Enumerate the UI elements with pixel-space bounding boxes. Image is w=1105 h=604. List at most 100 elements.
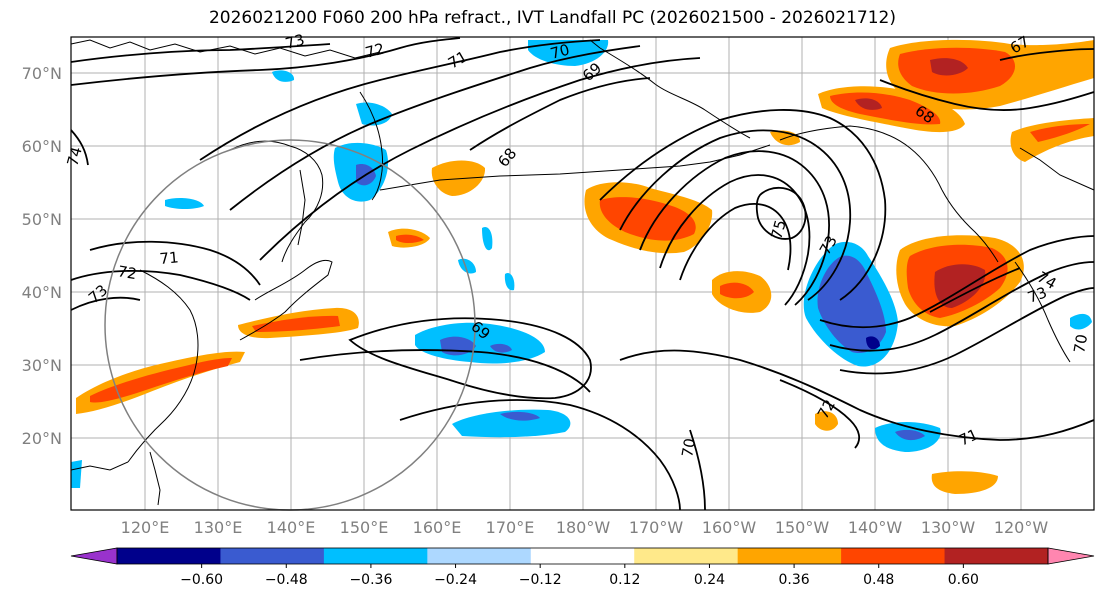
anomaly-patch-ne-blue-dark	[866, 336, 880, 350]
lat-label: 30°N	[22, 356, 62, 375]
contour-ne-68	[879, 79, 1095, 111]
lon-label: 160°W	[702, 518, 757, 537]
colorbar-tick-label: 0.48	[863, 572, 894, 588]
latitude-axis: 70°N 60°N 50°N 40°N 30°N 20°N	[22, 64, 62, 448]
contour-label: 72	[116, 262, 138, 283]
contour-sub-70	[689, 429, 706, 511]
lat-label: 50°N	[22, 210, 62, 229]
anomaly-patch-south-pacific	[452, 409, 571, 438]
colorbar-bin	[841, 548, 946, 564]
contour-ridge-east-3	[839, 287, 1095, 375]
colorbar-tick-label: 0.60	[948, 572, 979, 588]
contour-label: 72	[363, 40, 386, 62]
contour-73-north	[70, 43, 331, 63]
colorbar-extend-min	[70, 547, 118, 565]
colorbar-bin	[634, 548, 739, 564]
anomaly-patch-dateline-core	[599, 197, 696, 241]
anomaly-patch-ne-red-dark	[934, 264, 986, 308]
anomaly-patch-japan-band-core	[90, 358, 232, 403]
colorbar: −0.60 −0.48 −0.36 −0.24 −0.12 0.12 0.24 0.36 0.4…	[70, 547, 1095, 588]
contour-sub-71	[619, 349, 1095, 441]
anomaly-patch-yukon-dark	[930, 58, 968, 76]
coast-philippines	[149, 451, 161, 506]
contour-label: 70	[548, 41, 571, 63]
lon-label: 140°W	[848, 518, 903, 537]
contour-mid-big	[399, 399, 681, 511]
coast-japan	[239, 259, 333, 341]
coast-siberia-north	[70, 39, 381, 59]
colorbar-bin	[117, 548, 221, 564]
lon-label: 150°E	[340, 518, 389, 537]
contour-trough-outer	[599, 109, 887, 301]
colorbar-tick-label: −0.36	[349, 572, 392, 588]
contour-71-north	[199, 39, 601, 161]
anomaly-patch-se-orange	[931, 471, 998, 494]
contour-mid-70	[299, 349, 591, 393]
contour-label: 73	[1025, 283, 1049, 306]
colorbar-tick-label: −0.48	[265, 572, 308, 588]
contour-72-north	[70, 37, 461, 86]
contour-70-north	[229, 45, 641, 211]
contour-trough-2	[639, 150, 830, 306]
colorbar-frame	[116, 547, 1049, 565]
colorbar-tick-label: −0.12	[519, 572, 562, 588]
filled-anomaly-fields	[71, 39, 1094, 494]
contour-label: 73	[283, 31, 306, 53]
colorbar-tick-label: 0.24	[694, 572, 725, 588]
contour-label: 71	[159, 248, 180, 268]
lon-label: 150°W	[775, 518, 830, 537]
colorbar-bin	[220, 548, 325, 564]
coast-bc	[941, 189, 999, 263]
lon-label: 120°W	[994, 518, 1049, 537]
anomaly-patch-bc-coast-core	[1030, 124, 1090, 142]
lon-label: 180°W	[556, 518, 611, 537]
coast-kamchatka	[359, 91, 383, 201]
lon-label: 140°E	[267, 518, 316, 537]
anomaly-patch-se-blue-core	[895, 429, 925, 441]
map-panel: 73 72 71 70 69 68 67 74 72 71 73 69 68 7…	[63, 31, 1095, 511]
coast-china-south	[70, 461, 129, 471]
colorbar-bin	[323, 548, 428, 564]
contour-trough-1	[619, 129, 852, 301]
contour-label: 70	[678, 437, 699, 459]
contour-trough-3	[659, 174, 811, 306]
coast-canada-east	[1019, 147, 1095, 191]
map-frame	[70, 36, 1095, 511]
colorbar-tick-label: 0.36	[779, 572, 810, 588]
anomaly-patch-se-orange-2	[815, 411, 838, 431]
contour-69-north	[259, 57, 701, 261]
lat-label: 70°N	[22, 64, 62, 83]
lon-label: 130°W	[921, 518, 976, 537]
anomaly-patch-honshu-core	[252, 315, 340, 332]
contour-sub-72	[779, 379, 861, 449]
lon-label: 120°E	[121, 518, 170, 537]
lat-label: 60°N	[22, 137, 62, 156]
coast-alaska-west	[599, 47, 751, 139]
anomaly-patch-sw-blue	[71, 460, 82, 488]
coast-alaska-south	[779, 125, 943, 191]
lon-label: 130°E	[194, 518, 243, 537]
contour-mid-69	[348, 317, 592, 400]
coast-west-us	[1014, 261, 1071, 363]
colorbar-bin	[427, 548, 532, 564]
colorbar-extend-max	[1047, 547, 1095, 565]
colorbar-tick-label: −0.24	[434, 572, 477, 588]
anomaly-patch-n-pacific	[431, 160, 486, 196]
contour-label: 70	[1070, 333, 1091, 355]
anomaly-patch-arctic-small	[272, 70, 295, 82]
coast-korea-china	[127, 269, 199, 463]
contour-label: 75	[767, 218, 789, 241]
lon-label: 170°E	[486, 518, 535, 537]
lon-label: 170°W	[629, 518, 684, 537]
longitude-axis: 120°E 130°E 140°E 150°E 160°E 170°E 180°…	[121, 518, 1049, 537]
contour-west-71	[89, 240, 261, 286]
anomaly-patch-blue-3	[504, 272, 515, 291]
contour-68-north	[469, 77, 651, 151]
coastlines	[70, 39, 1095, 506]
lat-label: 40°N	[22, 283, 62, 302]
lon-label: 160°E	[413, 518, 462, 537]
anomaly-patch-central-pacific-blue-b	[490, 343, 512, 353]
colorbar-bin	[737, 548, 842, 564]
contour-ne-67	[999, 48, 1095, 61]
